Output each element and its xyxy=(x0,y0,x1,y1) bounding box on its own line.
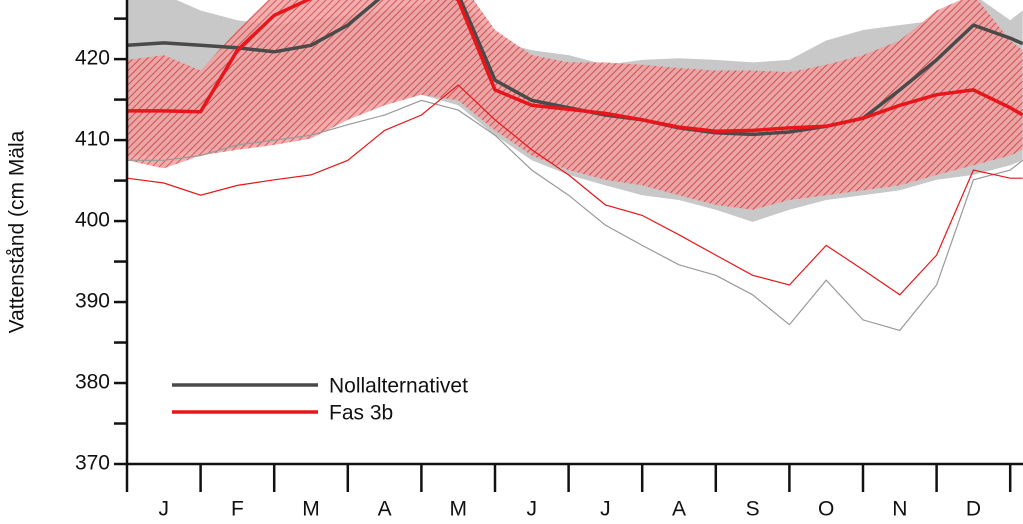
legend-label: Fas 3b xyxy=(329,402,393,425)
x-tick-label: N xyxy=(892,498,907,521)
x-tick-label: A xyxy=(672,498,686,521)
x-tick-label: M xyxy=(449,498,467,521)
min-line xyxy=(127,99,1023,332)
y-tick-label: 380 xyxy=(75,371,110,394)
legend-label: Nollalternativet xyxy=(329,375,468,398)
x-tick-label: J xyxy=(527,498,538,521)
x-tick-label: M xyxy=(302,498,320,521)
y-tick-label: 390 xyxy=(75,290,110,313)
x-tick-label: A xyxy=(378,498,392,521)
x-tick-label: F xyxy=(231,498,244,521)
y-tick-label: 400 xyxy=(75,209,110,232)
x-tick-label: D xyxy=(966,498,981,521)
min-line xyxy=(127,84,1023,296)
series-line xyxy=(127,0,1023,133)
x-tick-label: O xyxy=(818,498,834,521)
x-tick-label: J xyxy=(159,498,170,521)
y-tick-label: 410 xyxy=(75,128,110,151)
y-tick-label: 370 xyxy=(75,452,110,475)
y-axis-label: Vattenstånd (cm Mäla xyxy=(6,130,29,333)
x-tick-label: J xyxy=(600,498,611,521)
y-tick-label: 420 xyxy=(75,47,110,70)
x-tick-label: S xyxy=(746,498,760,521)
band xyxy=(127,0,1023,210)
